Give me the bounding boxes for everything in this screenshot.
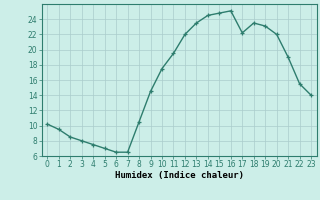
X-axis label: Humidex (Indice chaleur): Humidex (Indice chaleur) [115, 171, 244, 180]
